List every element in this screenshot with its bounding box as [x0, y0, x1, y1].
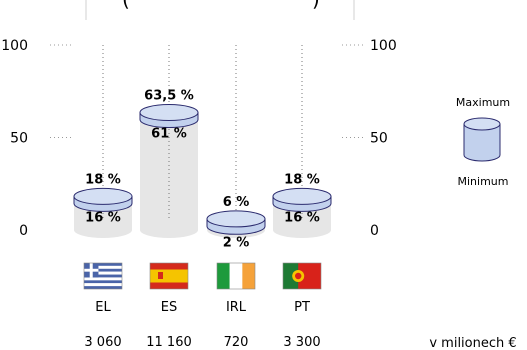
category-label-EL: EL: [95, 300, 111, 315]
legend-cylinder-top: [463, 117, 501, 131]
category-label-ES: ES: [161, 300, 177, 315]
cylinder-top-ES: [139, 104, 199, 122]
labels-layer: 18 % 16 % 63,5 % 61 % 6 % 2 % 18 % 16 %: [85, 89, 320, 251]
cylinder-top-IRL: [206, 210, 266, 228]
amount-label-ES: 11 160: [146, 335, 192, 350]
chart-title-close: ): [312, 0, 320, 11]
y-tick-right-1: 50: [370, 131, 388, 147]
amount-label-IRL: 720: [224, 335, 249, 350]
legend-cylinder-body: [463, 123, 501, 162]
max-label-EL: 18 %: [85, 172, 121, 187]
cylinder-IRL: [206, 210, 266, 235]
cylinder-EL: [73, 187, 133, 212]
y-tick-right-0: 0: [370, 223, 379, 239]
y-tick-left-1: 50: [10, 131, 28, 147]
legend: Maximum Minimum: [456, 96, 510, 188]
min-label-PT: 16 %: [284, 210, 320, 225]
category-labels: EL ES IRL PT: [95, 300, 310, 315]
min-label-EL: 16 %: [85, 210, 121, 225]
ireland-flag-icon: [216, 262, 256, 290]
spain-flag-icon: [149, 262, 189, 290]
y-axis-ticks: 0 0 50 50 100 100: [1, 38, 396, 239]
greece-flag-icon: [83, 262, 123, 290]
flags-layer: [83, 262, 322, 290]
column-base-ES: [140, 222, 198, 238]
min-label-IRL: 2 %: [223, 235, 250, 250]
min-label-ES: 61 %: [151, 127, 187, 142]
legend-min-label: Minimum: [458, 175, 509, 188]
column-base-EL: [74, 222, 132, 238]
cylinder-ES: [139, 104, 199, 129]
column-bg-ES: [140, 112, 198, 230]
cylinder-top-PT: [272, 187, 332, 205]
bars-layer: [73, 104, 332, 235]
amount-label-PT: 3 300: [283, 335, 320, 350]
amount-labels: 3 060 11 160 720 3 300: [84, 335, 320, 350]
column-base-PT: [273, 222, 331, 238]
unit-note: v milionech €: [429, 336, 516, 350]
category-label-IRL: IRL: [226, 300, 247, 315]
y-tick-left-2: 100: [1, 38, 28, 54]
cylinder-PT: [272, 187, 332, 212]
portugal-flag-icon: [282, 262, 322, 290]
amount-label-EL: 3 060: [84, 335, 121, 350]
legend-cylinder-icon: [463, 117, 501, 162]
max-label-IRL: 6 %: [223, 195, 250, 210]
chart-title-open: (: [122, 0, 130, 11]
max-label-PT: 18 %: [284, 172, 320, 187]
legend-max-label: Maximum: [456, 96, 510, 109]
y-tick-left-0: 0: [19, 223, 28, 239]
category-label-PT: PT: [294, 300, 310, 315]
cylinder-top-EL: [73, 187, 133, 205]
y-tick-right-2: 100: [370, 38, 397, 54]
max-label-ES: 63,5 %: [144, 89, 194, 104]
